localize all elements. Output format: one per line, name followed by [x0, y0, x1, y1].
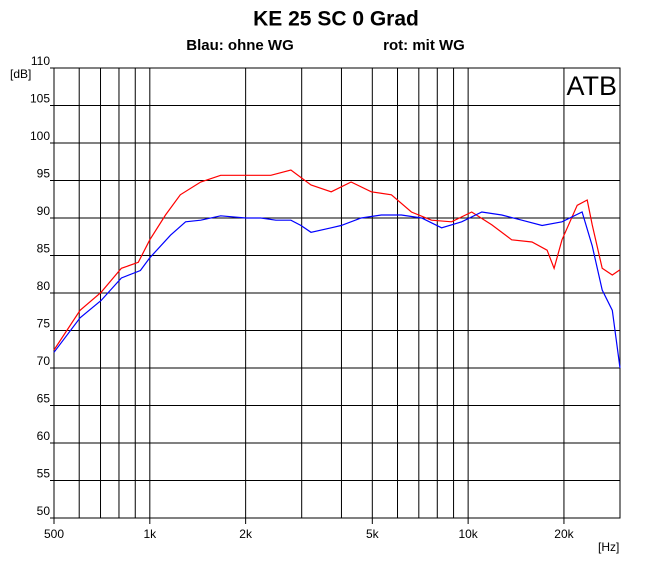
y-tick-label: 75 — [37, 317, 51, 331]
series-caption: rot: mit WG — [383, 37, 465, 54]
x-tick-label: 1k — [143, 527, 157, 541]
x-tick-label: 500 — [44, 527, 64, 541]
y-tick-label: 80 — [37, 279, 51, 293]
plot-frame — [53, 67, 621, 519]
chart-title: KE 25 SC 0 Grad — [253, 8, 419, 31]
y-axis-label: [dB] — [10, 67, 31, 81]
y-tick-label: 95 — [37, 167, 51, 181]
x-axis-label: [Hz] — [598, 540, 619, 554]
y-tick-label: 60 — [37, 429, 51, 443]
y-tick-label: 50 — [37, 504, 51, 518]
x-tick-label: 10k — [458, 527, 478, 541]
y-tick-label: 100 — [30, 129, 50, 143]
series-line — [53, 169, 621, 351]
series-line — [53, 211, 621, 369]
x-tick-label: 20k — [554, 527, 574, 541]
x-tick-label: 5k — [366, 527, 380, 541]
y-tick-label: 110 — [31, 54, 50, 68]
y-tick-label: 90 — [37, 204, 51, 218]
y-tick-label: 55 — [37, 467, 51, 481]
series-caption: Blau: ohne WG — [186, 37, 294, 54]
x-tick-label: 2k — [239, 527, 253, 541]
y-tick-label: 70 — [37, 354, 51, 368]
annotation: ATB — [566, 71, 617, 101]
y-tick-label: 85 — [37, 242, 51, 256]
y-tick-label: 65 — [37, 392, 51, 406]
y-tick-label: 105 — [30, 92, 50, 106]
